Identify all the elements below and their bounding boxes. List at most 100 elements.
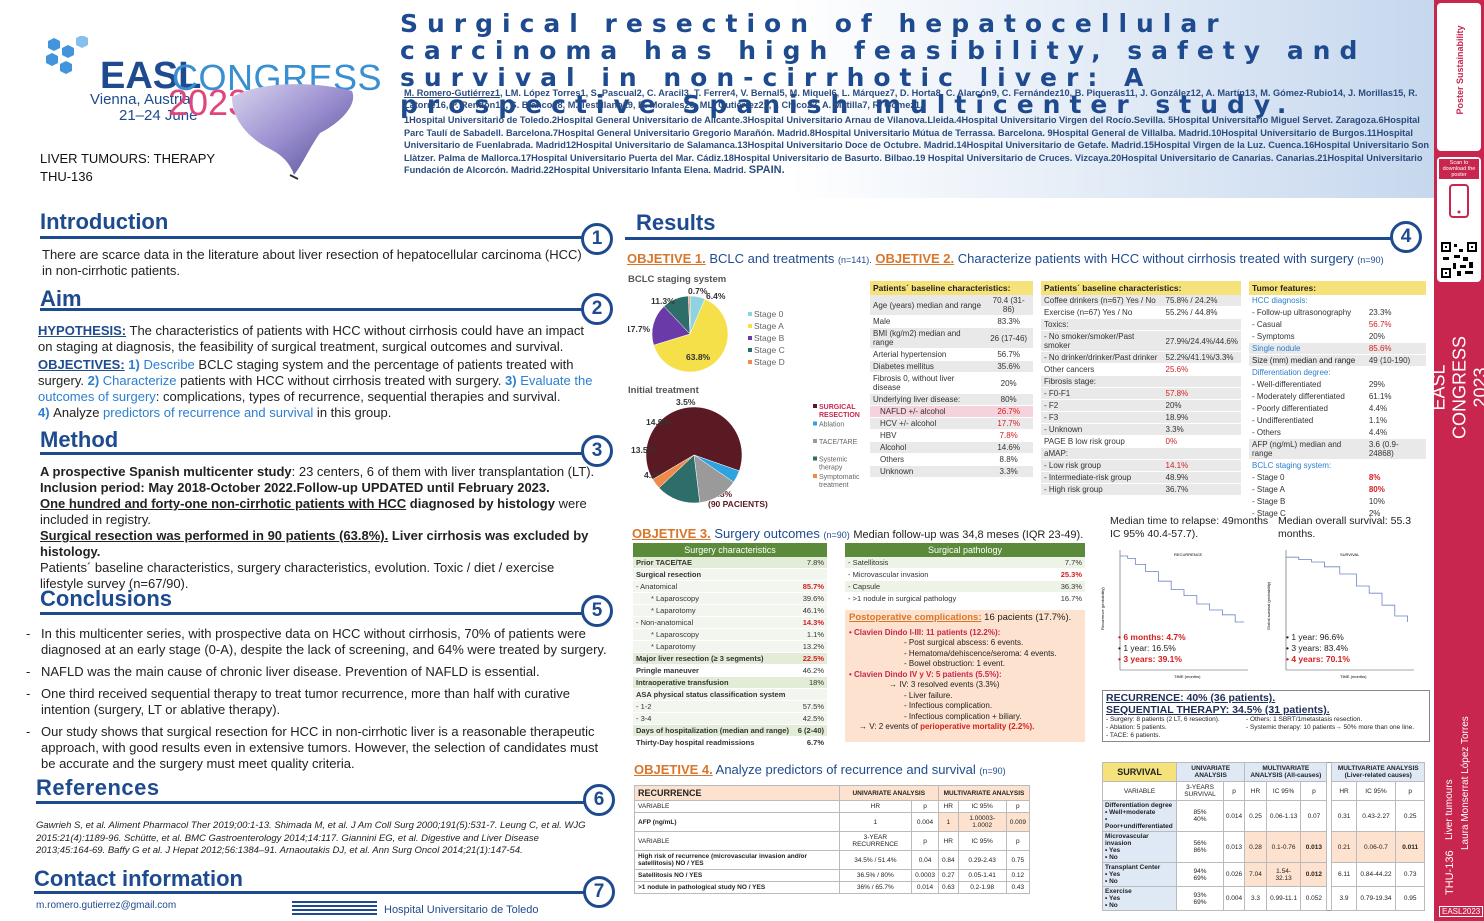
legend-label: Stage B — [754, 333, 785, 343]
pie1-title: BCLC staging system — [628, 274, 727, 285]
table-cell: 14.6% — [984, 441, 1033, 454]
table-row: - F3 18.9% — [1041, 411, 1241, 424]
table-cell: - Intermediate-risk group — [1041, 471, 1163, 484]
method-number: 3 — [581, 435, 613, 467]
table-cell: 0.07 — [1300, 800, 1328, 832]
table-cell: p — [1300, 781, 1328, 801]
table-cell: 3.6 (0.9-24868) — [1365, 438, 1426, 460]
table-row: - Symptoms 20% — [1249, 330, 1426, 343]
table-cell: - Unknown — [1041, 423, 1163, 436]
treatment-pie-chart: 63.8%(90 PACIENTS)4.2%13.5%14.9%3.5%SURG… — [631, 397, 860, 509]
table-cell: MULTIVARIATE ANALYSIS (Liver-related cau… — [1331, 762, 1425, 782]
liver-illustration-icon — [232, 84, 354, 180]
pie-data-label: 13.5% — [631, 445, 656, 455]
table-cell: 0.014 — [911, 881, 939, 894]
table-cell — [1365, 366, 1426, 379]
table-cell: 25.6% — [1162, 363, 1241, 376]
table-cell — [1162, 318, 1241, 331]
km-xlabel: TIME (months) — [1174, 674, 1201, 679]
table-cell: 36% / 65.7% — [838, 881, 913, 894]
table-row: NAFLD +/- alcohol 26.7% — [870, 405, 1033, 418]
qr-code-icon[interactable] — [1440, 241, 1478, 279]
table-cell — [1365, 295, 1426, 307]
table-row: RECURRENCE UNIVARIATE ANALYSIS MULTIVARIAT… — [634, 785, 1031, 801]
legend-label: Symptomatic treatment — [819, 474, 860, 489]
table-cell: 85.7% — [794, 580, 827, 593]
survival-km-chart: SURVIVAL TIME (months) Global survival (pr… — [1266, 550, 1414, 679]
table-cell: 7.8% — [984, 429, 1033, 442]
table-cell — [1162, 447, 1241, 460]
table-cell: Microvascular invasion • Yes • No — [1101, 831, 1178, 863]
table-cell: - Non-anatomical — [633, 616, 795, 629]
pie-data-label: 0.7% — [688, 286, 708, 296]
table-cell: HCC diagnosis: — [1249, 295, 1366, 307]
table-row: - Capsule 36.3% — [845, 580, 1085, 593]
table-cell: 1 — [937, 812, 959, 832]
table-cell: 56.7% — [1365, 318, 1426, 331]
table-row: >1 nodule in pathological study NO / YES… — [634, 881, 1031, 894]
legend-label: SURGICAL RESECTION — [819, 404, 860, 419]
table-cell: 3.3% — [984, 465, 1033, 478]
intro-number: 1 — [581, 223, 613, 255]
table-row: AFP (ng/mL) median and range 3.6 (0.9-248… — [1249, 438, 1426, 460]
table-cell: p — [1005, 800, 1031, 813]
table-cell: 0.21 — [1331, 831, 1357, 863]
table-cell: 3.9 — [1331, 886, 1357, 911]
table-row: Exercise (n=67) Yes / No 55.2% / 44.8% — [1041, 306, 1241, 319]
table-cell: - Stage C — [1249, 507, 1366, 520]
list-item: - NAFLD was the main cause of chronic liv… — [26, 664, 540, 679]
table-cell: 46.2% — [794, 664, 827, 677]
qr-download-box[interactable]: Scan to download the poster — [1437, 157, 1481, 282]
table-cell: - Well-differentiated — [1249, 378, 1366, 391]
survival-title: Median overall survival: 55.3 months. — [1278, 515, 1412, 540]
table-cell: 0.012 — [1300, 862, 1328, 887]
table-cell: UNIVARIATE ANALYSIS — [1176, 762, 1246, 782]
table-row: Arterial hypertension 56.7% — [870, 348, 1033, 361]
table-cell: Exercise (n=67) Yes / No — [1041, 306, 1163, 319]
table-cell: 8% — [1365, 471, 1426, 484]
table-cell: Prior TACE/TAE — [633, 557, 795, 569]
table-cell: 1.1% — [794, 628, 827, 641]
table-cell: RECURRENCE — [634, 785, 840, 801]
sidebar-presenter: Laura Monserrat López Torres — [1460, 716, 1471, 850]
table-row: Coffee drinkers (n=67) Yes / No 75.8% / 2… — [1041, 295, 1241, 307]
contact-title: Contact information — [34, 866, 243, 891]
table-cell: 57.8% — [1162, 387, 1241, 400]
table-cell: 0.052 — [1300, 886, 1328, 911]
pie-slice — [651, 305, 691, 346]
objective-1-2-heading: OBJETIVE 1. BCLC and treatments (n=141).… — [627, 251, 1384, 266]
surgery-table: Surgery characteristics Prior TACE/TAE 7.… — [633, 543, 827, 749]
table-cell: 13.2% — [794, 640, 827, 653]
table-cell: - F2 — [1041, 399, 1163, 412]
table-cell: BCLC staging system: — [1249, 459, 1366, 472]
table-cell: 1 — [838, 812, 913, 832]
table-cell: 57.5% — [794, 700, 827, 713]
table-row: * Laparotomy 46.1% — [633, 604, 827, 617]
table-cell: 0.25 — [1244, 800, 1267, 832]
intro-text: There are scarce data in the literature … — [42, 247, 582, 278]
table-cell: 0.25 — [1395, 800, 1425, 832]
table-cell: 0.99-11.1 — [1265, 886, 1302, 911]
legend-swatch — [813, 439, 817, 443]
table-cell: 6.7% — [794, 736, 827, 749]
contact-number: 7 — [583, 876, 615, 908]
table-cell: Fibrosis 0, without liver disease — [870, 372, 985, 394]
table-row: - 3-4 42.5% — [633, 712, 827, 725]
aim-rule — [40, 308, 585, 311]
references-number: 6 — [583, 784, 615, 816]
table-cell: 34.5% / 51.4% — [838, 850, 913, 870]
table-cell: 3.3% — [1162, 423, 1241, 436]
table-cell: Arterial hypertension — [870, 348, 985, 361]
contact-email[interactable]: m.romero.gutierrez@gmail.com — [36, 900, 177, 911]
table-cell: 6 (2-40) — [794, 724, 827, 737]
table-cell: p — [911, 831, 939, 851]
survival-bullets: • 1 year: 96.6% • 3 years: 83.4% • 4 yea… — [1286, 632, 1350, 664]
survival-analysis-table: SURVIVAL UNIVARIATE ANALYSIS MULTIVARIATE … — [1101, 762, 1425, 911]
table-cell: 0.75 — [1005, 850, 1031, 870]
objectives-text: OBJECTIVES: 1) Describe BCLC staging sys… — [38, 357, 593, 420]
table-cell: 36.7% — [1162, 483, 1241, 496]
table-row: Surgical resection — [633, 568, 827, 581]
table-cell: 0.84-44.22 — [1355, 862, 1397, 887]
table-cell: - Casual — [1249, 318, 1366, 331]
table-row: Toxics: — [1041, 318, 1241, 331]
